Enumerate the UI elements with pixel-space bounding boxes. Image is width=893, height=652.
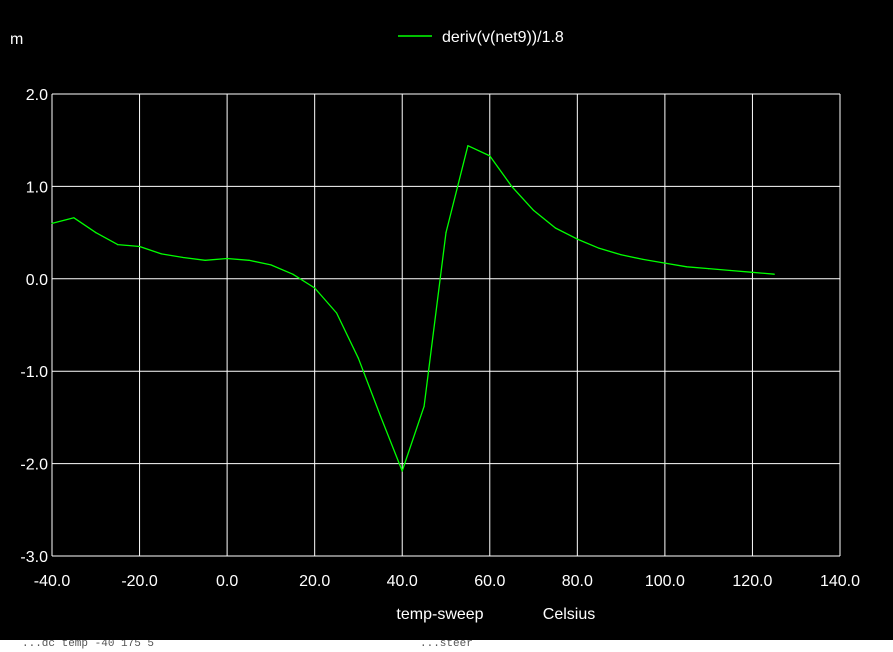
data-point xyxy=(511,185,513,187)
grid xyxy=(51,93,841,557)
x-axis-unit: Celsius xyxy=(543,606,595,623)
data-point xyxy=(73,217,75,219)
data-point xyxy=(357,357,360,359)
series-line-0[interactable] xyxy=(51,145,775,472)
data-point xyxy=(335,312,338,314)
x-tick-label: 60.0 xyxy=(474,573,505,590)
x-tick-labels: -40.0 -20.0 0.0 20.0 40.0 60.0 80.0 100.0 120.0 1… xyxy=(34,573,860,590)
x-tick-label: -40.0 xyxy=(34,573,71,590)
data-point xyxy=(314,287,316,289)
data-point xyxy=(598,247,600,249)
x-tick-label: 0.0 xyxy=(216,573,238,590)
data-point xyxy=(226,257,228,260)
data-point xyxy=(117,244,119,246)
data-point xyxy=(138,245,141,248)
data-point xyxy=(467,145,469,147)
data-point xyxy=(401,470,403,472)
data-point xyxy=(576,238,578,240)
data-point xyxy=(708,268,710,270)
bottom-netlist-strip: ...dc temp -40 175 5 ...steer xyxy=(0,640,893,652)
data-point xyxy=(489,155,491,157)
y-tick-label: -3.0 xyxy=(20,549,48,566)
data-point xyxy=(160,253,163,255)
y-tick-label: 0.0 xyxy=(26,272,48,289)
data-point xyxy=(445,232,447,234)
x-tick-label: 140.0 xyxy=(820,573,860,590)
data-point xyxy=(620,254,622,256)
x-tick-label: 80.0 xyxy=(562,573,593,590)
y-tick-label: 2.0 xyxy=(26,87,48,104)
legend-label[interactable]: deriv(v(net9))/1.8 xyxy=(442,29,564,46)
y-tick-label: 1.0 xyxy=(26,179,48,196)
netlist-text-left: ...dc temp -40 175 5 xyxy=(22,640,155,650)
data-point xyxy=(554,227,557,229)
data-point xyxy=(423,405,425,407)
netlist-text-mid: ...steer xyxy=(420,640,473,650)
data-point xyxy=(686,266,688,268)
y-tick-labels: 2.0 1.0 0.0 -1.0 -2.0 -3.0 xyxy=(20,87,48,566)
data-point xyxy=(292,273,294,275)
x-tick-label: 120.0 xyxy=(732,573,772,590)
x-tick-label: 20.0 xyxy=(299,573,330,590)
data-point xyxy=(751,271,754,273)
data-point xyxy=(182,256,184,259)
data-point xyxy=(379,414,381,417)
x-tick-label: 40.0 xyxy=(387,573,418,590)
data-point xyxy=(532,209,535,212)
data-point xyxy=(270,264,272,266)
data-point xyxy=(773,273,775,275)
data-point xyxy=(729,269,732,272)
data-point xyxy=(51,222,53,224)
data-point xyxy=(642,258,644,260)
x-axis-label: temp-sweep xyxy=(396,606,483,623)
y-tick-label: -1.0 xyxy=(20,364,48,381)
y-unit-prefix: m xyxy=(10,31,23,48)
x-tick-label: -20.0 xyxy=(121,573,158,590)
data-point xyxy=(248,259,250,261)
data-point xyxy=(95,232,97,234)
data-point xyxy=(204,259,206,261)
data-point xyxy=(664,262,666,264)
x-tick-label: 100.0 xyxy=(645,573,685,590)
series-layer xyxy=(51,145,775,472)
y-tick-label: -2.0 xyxy=(20,457,48,474)
